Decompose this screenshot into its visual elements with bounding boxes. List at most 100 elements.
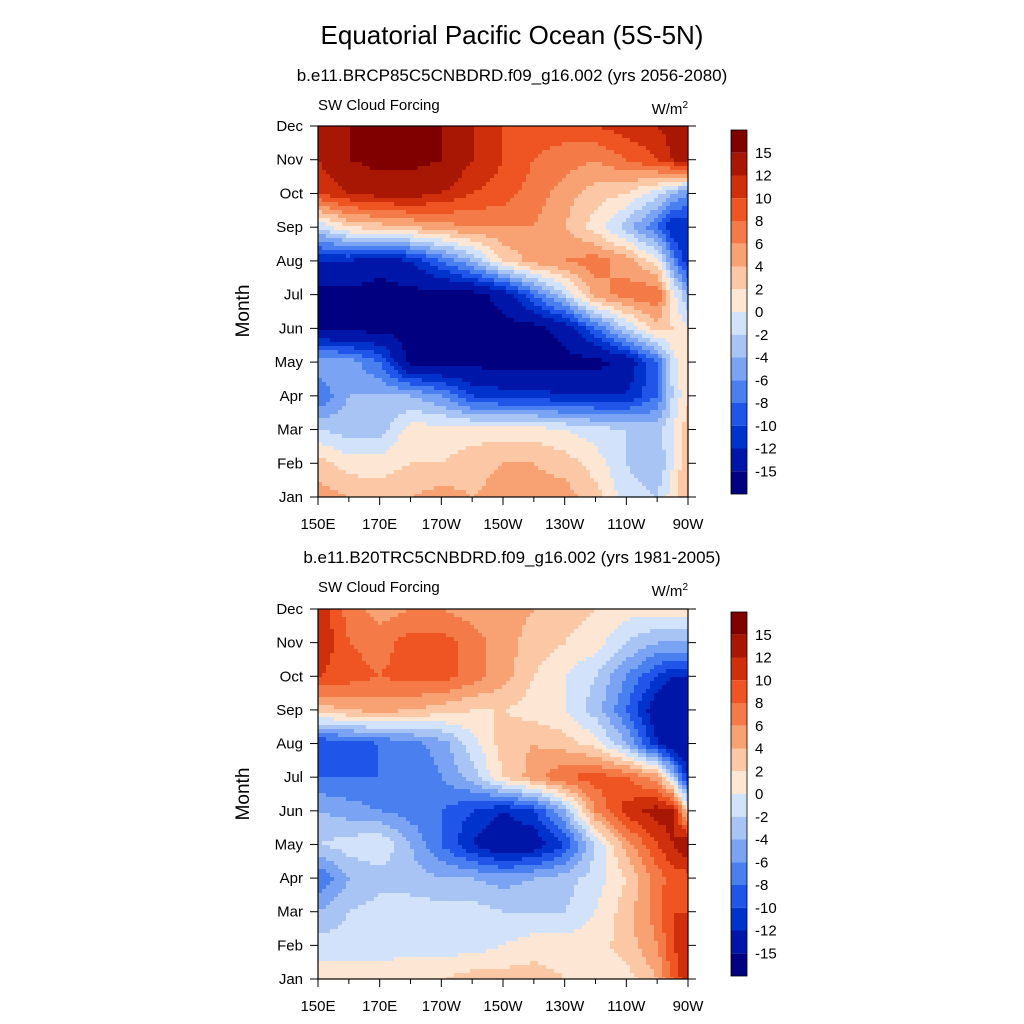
heatmap-cell <box>522 354 526 358</box>
heatmap-cell <box>466 374 470 378</box>
heatmap-cell <box>318 150 322 154</box>
heatmap-cell <box>382 158 386 162</box>
heatmap-cell <box>430 342 434 346</box>
heatmap-cell <box>390 138 394 142</box>
heatmap-cell <box>322 162 326 166</box>
heatmap-cell <box>430 166 434 170</box>
heatmap-cell <box>446 262 450 266</box>
heatmap-cell <box>390 158 394 162</box>
heatmap-cell <box>438 346 442 350</box>
heatmap-cell <box>414 210 418 214</box>
heatmap-cell <box>498 242 502 246</box>
heatmap-cell <box>526 250 530 254</box>
heatmap-cell <box>510 326 514 330</box>
heatmap-cell <box>490 438 494 442</box>
heatmap-cell <box>358 414 362 418</box>
heatmap-cell <box>410 258 414 262</box>
heatmap-cell <box>494 250 498 254</box>
heatmap-cell <box>458 270 462 274</box>
heatmap-cell <box>450 150 454 154</box>
heatmap-cell <box>490 218 494 222</box>
heatmap-cell <box>426 150 430 154</box>
heatmap-cell <box>370 154 374 158</box>
heatmap-cell <box>490 430 494 434</box>
heatmap-cell <box>462 150 466 154</box>
heatmap-cell <box>358 402 362 406</box>
heatmap-cell <box>398 298 402 302</box>
heatmap-cell <box>466 226 470 230</box>
heatmap-cell <box>378 222 382 226</box>
heatmap-cell <box>482 322 486 326</box>
heatmap-cell <box>398 290 402 294</box>
heatmap-cell <box>382 342 386 346</box>
heatmap-cell <box>382 250 386 254</box>
heatmap-cell <box>514 418 518 422</box>
heatmap-cell <box>458 310 462 314</box>
heatmap-cell <box>326 438 330 442</box>
heatmap-cell <box>390 246 394 250</box>
heatmap-cell <box>346 138 350 142</box>
heatmap-cell <box>338 426 342 430</box>
heatmap-cell <box>422 346 426 350</box>
heatmap-cell <box>510 246 514 250</box>
heatmap-cell <box>514 198 518 202</box>
heatmap-cell <box>450 202 454 206</box>
heatmap-cell <box>374 398 378 402</box>
heatmap-cell <box>338 202 342 206</box>
heatmap-cell <box>394 158 398 162</box>
heatmap-cell <box>426 174 430 178</box>
heatmap-cell <box>418 490 422 494</box>
heatmap-cell <box>378 390 382 394</box>
heatmap-cell <box>402 358 406 362</box>
heatmap-cell <box>430 370 434 374</box>
heatmap-cell <box>486 422 490 426</box>
heatmap-cell <box>514 470 518 474</box>
heatmap-cell <box>414 426 418 430</box>
heatmap-cell <box>530 322 534 326</box>
heatmap-cell <box>402 442 406 446</box>
heatmap-cell <box>346 214 350 218</box>
heatmap-cell <box>378 150 382 154</box>
heatmap-cell <box>370 466 374 470</box>
heatmap-cell <box>370 158 374 162</box>
heatmap-cell <box>458 466 462 470</box>
heatmap-cell <box>494 386 498 390</box>
heatmap-cell <box>514 458 518 462</box>
heatmap-cell <box>526 182 530 186</box>
heatmap-cell <box>366 334 370 338</box>
heatmap-cell <box>370 326 374 330</box>
heatmap-cell <box>442 326 446 330</box>
heatmap-cell <box>526 178 530 182</box>
heatmap-cell <box>350 222 354 226</box>
heatmap-cell <box>514 454 518 458</box>
heatmap-cell <box>442 250 446 254</box>
heatmap-cell <box>326 274 330 278</box>
heatmap-cell <box>386 218 390 222</box>
heatmap-cell <box>370 246 374 250</box>
heatmap-cell <box>446 494 450 497</box>
heatmap-cell <box>378 494 382 497</box>
heatmap-cell <box>394 454 398 458</box>
heatmap-cell <box>526 306 530 310</box>
heatmap-cell <box>354 210 358 214</box>
heatmap-cell <box>494 370 498 374</box>
heatmap-cell <box>502 218 506 222</box>
heatmap-cell <box>322 326 326 330</box>
heatmap-cell <box>490 402 494 406</box>
heatmap-cell <box>362 306 366 310</box>
heatmap-cell <box>426 446 430 450</box>
heatmap-cell <box>390 462 394 466</box>
heatmap-cell <box>486 278 490 282</box>
heatmap-cell <box>326 422 330 426</box>
heatmap-cell <box>330 250 334 254</box>
heatmap-cell <box>474 334 478 338</box>
heatmap-cell <box>366 186 370 190</box>
heatmap-cell <box>398 162 402 166</box>
heatmap-cell <box>354 386 358 390</box>
heatmap-cell <box>386 130 390 134</box>
heatmap-cell <box>478 310 482 314</box>
heatmap-cell <box>322 418 326 422</box>
heatmap-cell <box>438 450 442 454</box>
heatmap-cell <box>482 430 486 434</box>
heatmap-cell <box>366 146 370 150</box>
